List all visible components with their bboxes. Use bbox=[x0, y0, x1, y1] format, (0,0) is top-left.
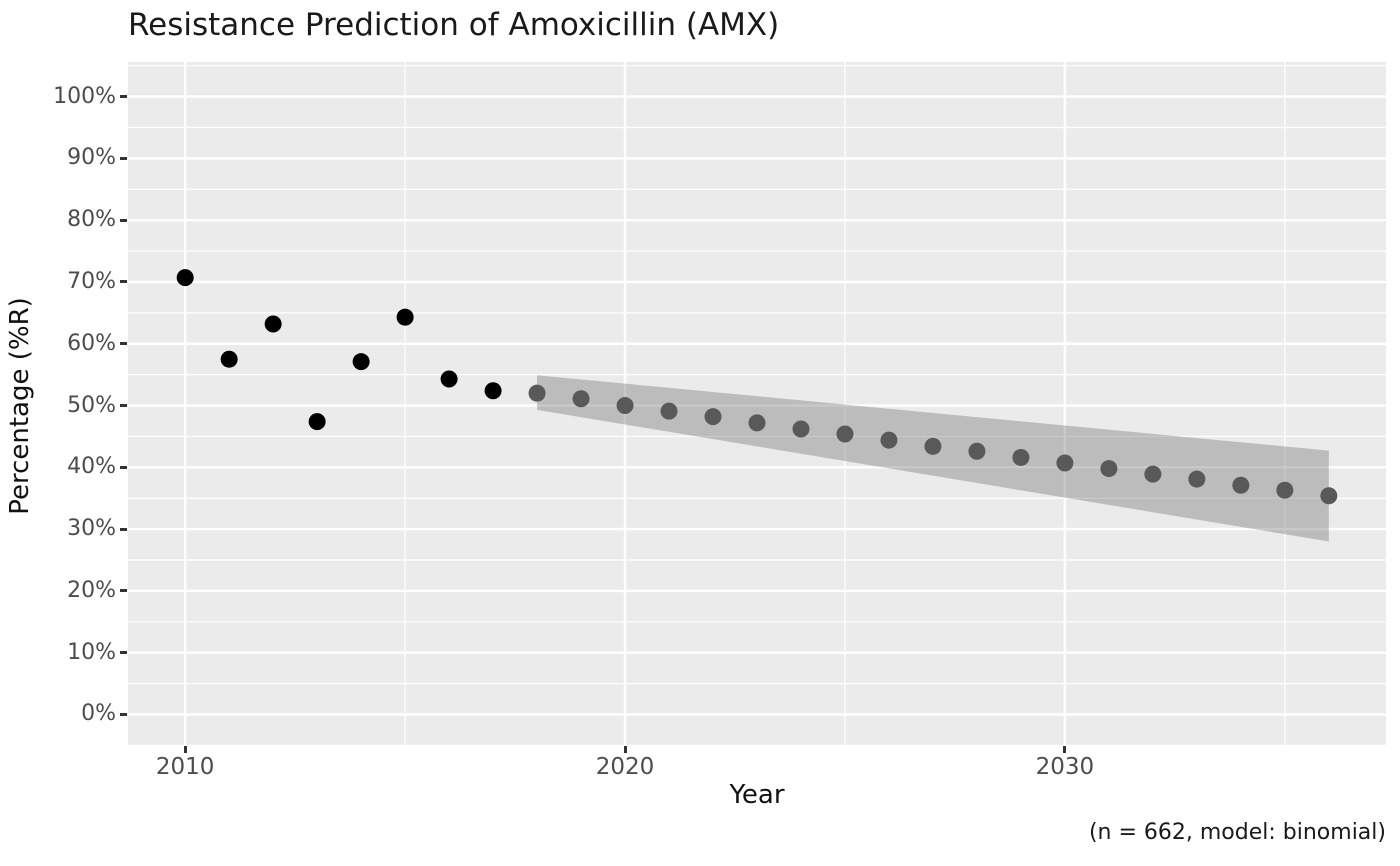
y-tick-label: 30% bbox=[67, 516, 116, 542]
x-axis-title: Year bbox=[729, 780, 785, 810]
y-tick-mark bbox=[120, 280, 127, 284]
data-point-predicted bbox=[792, 420, 810, 438]
data-point-predicted bbox=[660, 402, 678, 420]
x-tick-mark bbox=[623, 746, 627, 753]
y-tick-label: 70% bbox=[67, 268, 116, 294]
y-tick-label: 80% bbox=[67, 207, 116, 233]
x-tick-mark bbox=[1063, 746, 1067, 753]
plot-area bbox=[128, 62, 1386, 746]
y-tick-label: 20% bbox=[67, 577, 116, 603]
y-tick-label: 60% bbox=[67, 330, 116, 356]
x-tick-label: 2010 bbox=[155, 754, 215, 780]
y-axis-title: Percentage (%R) bbox=[5, 297, 35, 515]
data-point-predicted bbox=[836, 425, 854, 443]
data-point-predicted bbox=[572, 390, 590, 408]
data-point-predicted bbox=[1012, 448, 1030, 466]
y-tick-label: 90% bbox=[67, 145, 116, 171]
y-tick-mark bbox=[120, 342, 127, 346]
y-tick-label: 0% bbox=[81, 701, 116, 727]
y-tick-mark bbox=[120, 589, 127, 593]
y-tick-mark bbox=[120, 95, 127, 99]
data-point-observed bbox=[396, 308, 414, 326]
y-tick-mark bbox=[120, 156, 127, 160]
y-tick-label: 100% bbox=[53, 83, 116, 109]
data-point-predicted bbox=[968, 442, 986, 460]
data-point-predicted bbox=[704, 408, 722, 426]
data-point-predicted bbox=[880, 431, 898, 449]
x-tick-label: 2020 bbox=[595, 754, 655, 780]
x-tick-label: 2030 bbox=[1035, 754, 1095, 780]
data-point-predicted bbox=[1056, 454, 1074, 472]
data-point-predicted bbox=[1276, 481, 1294, 499]
y-tick-label: 50% bbox=[67, 392, 116, 418]
data-point-predicted bbox=[616, 397, 634, 415]
data-point-predicted bbox=[1100, 460, 1118, 478]
data-point-predicted bbox=[748, 414, 766, 432]
data-point-predicted bbox=[1320, 487, 1338, 505]
plot-panel bbox=[128, 62, 1386, 746]
data-point-observed bbox=[352, 353, 370, 371]
chart-caption: (n = 662, model: binomial) bbox=[1088, 820, 1386, 845]
x-tick-mark bbox=[183, 746, 187, 753]
data-point-predicted bbox=[528, 384, 546, 402]
data-point-predicted bbox=[1144, 465, 1162, 483]
confidence-band bbox=[537, 375, 1329, 542]
data-point-observed bbox=[264, 315, 282, 333]
y-tick-mark bbox=[120, 218, 127, 222]
y-tick-mark bbox=[120, 404, 127, 408]
y-tick-mark bbox=[120, 465, 127, 469]
data-point-observed bbox=[308, 413, 326, 431]
data-point-predicted bbox=[1188, 470, 1206, 488]
y-tick-mark bbox=[120, 651, 127, 655]
data-point-observed bbox=[440, 370, 458, 388]
y-tick-label: 40% bbox=[67, 454, 116, 480]
y-tick-label: 10% bbox=[67, 639, 116, 665]
chart-title: Resistance Prediction of Amoxicillin (AM… bbox=[128, 7, 780, 43]
y-tick-mark bbox=[120, 712, 127, 716]
y-tick-mark bbox=[120, 527, 127, 531]
data-point-observed bbox=[176, 269, 194, 287]
data-point-predicted bbox=[1232, 476, 1250, 494]
data-point-observed bbox=[484, 382, 502, 400]
data-point-predicted bbox=[924, 437, 942, 455]
data-point-observed bbox=[220, 350, 238, 368]
